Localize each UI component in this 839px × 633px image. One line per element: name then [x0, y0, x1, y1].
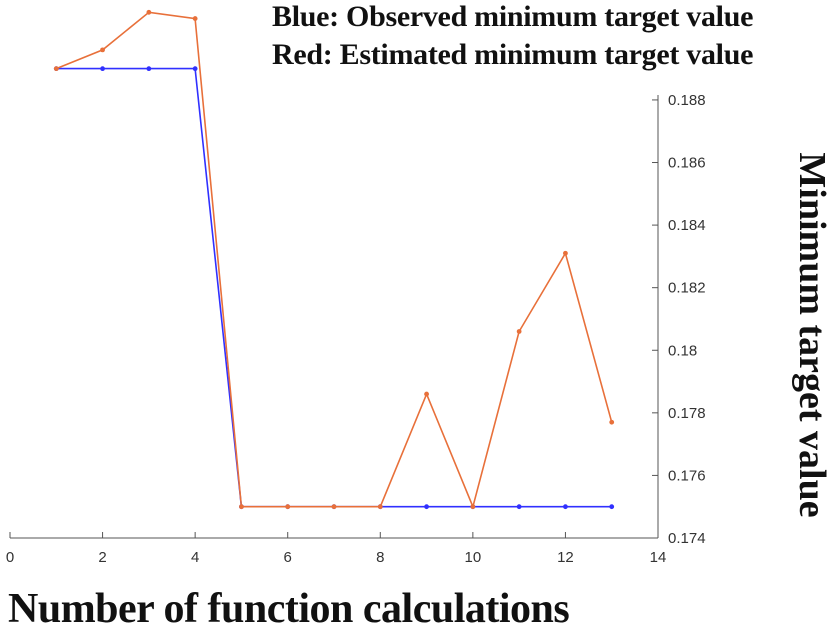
series-1-point — [516, 504, 522, 510]
series-2-point — [146, 9, 152, 15]
series-1-point — [100, 66, 105, 72]
series-line-2 — [56, 11, 613, 510]
series-1-point — [424, 504, 429, 510]
series-1-point — [609, 504, 615, 510]
series-2-point — [424, 391, 429, 397]
series-2-point — [192, 16, 198, 21]
y-tick-label: 0.18 — [668, 342, 697, 359]
x-tick-label: 14 — [650, 549, 667, 566]
series-2-point — [239, 504, 244, 510]
series-2-point — [377, 504, 383, 510]
series-1-point — [563, 504, 568, 510]
y-tick-label: 0.176 — [668, 467, 706, 484]
series-line-1 — [56, 67, 612, 508]
y-tick-label: 0.178 — [668, 405, 706, 422]
x-tick-label: 8 — [376, 549, 384, 566]
series-2-point — [470, 504, 476, 510]
x-tick-label: 10 — [465, 549, 482, 566]
series-2-point — [100, 47, 105, 53]
y-tick-label: 0.186 — [668, 155, 706, 172]
y-tick-label: 0.184 — [668, 217, 706, 234]
y-axis-label: Minimum target value — [791, 152, 833, 518]
x-axis-label: Number of function calculations — [8, 586, 570, 632]
x-tick-label: 12 — [557, 549, 574, 566]
series-1-point — [146, 66, 152, 72]
legend-red-text: Red: Estimated minimum target value — [272, 38, 754, 71]
x-tick-label: 0 — [6, 549, 14, 566]
axes: 0 2 4 6 8 10 12 140.174 0.176 0.178 0.18 0.182 0.184… — [6, 92, 706, 566]
x-tick-label: 2 — [98, 549, 106, 566]
legend-blue-text: Blue: Observed minimum target value — [272, 0, 754, 33]
series-2-point — [53, 66, 59, 72]
series-layer — [53, 9, 615, 510]
series-2-point — [331, 504, 337, 510]
y-tick-label: 0.182 — [668, 280, 706, 297]
y-tick-label: 0.188 — [668, 92, 706, 109]
x-tick-label: 4 — [191, 549, 199, 566]
series-2-point — [516, 329, 522, 334]
x-tick-label: 6 — [284, 549, 292, 566]
series-2-point — [285, 504, 291, 510]
y-tick-label: 0.174 — [668, 530, 706, 547]
series-1-point — [192, 66, 198, 72]
series-2-point — [609, 419, 615, 425]
series-2-point — [563, 250, 568, 256]
